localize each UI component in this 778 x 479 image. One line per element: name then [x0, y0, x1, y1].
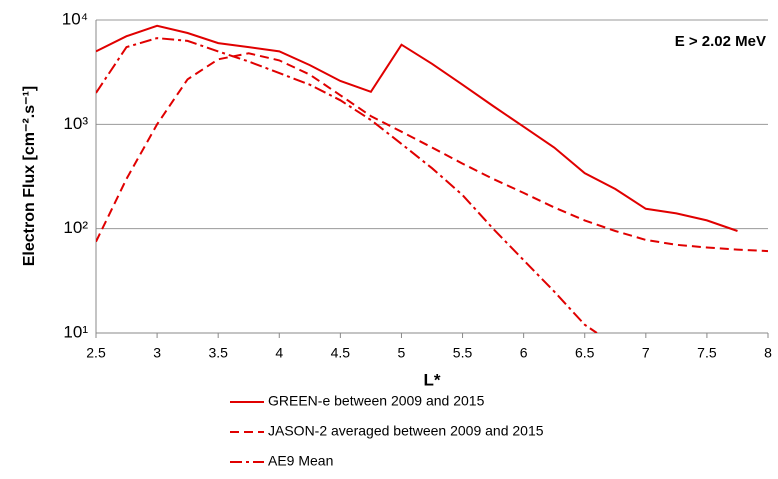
legend-label: JASON-2 averaged between 2009 and 2015: [268, 423, 544, 439]
x-tick-label: 2.5: [86, 345, 106, 361]
x-axis-label: L*: [424, 370, 441, 389]
series-line: [96, 24, 738, 232]
x-tick-label: 8: [764, 345, 772, 361]
annotation: E > 2.02 MeV: [675, 33, 766, 50]
legend-label: AE9 Mean: [268, 453, 333, 469]
y-axis-label: Electron Flux [cm⁻².s⁻¹]: [21, 86, 38, 266]
y-tick-label: 10²: [63, 218, 88, 237]
x-tick-label: 5.5: [453, 345, 473, 361]
x-tick-label: 6: [520, 345, 528, 361]
x-tick-label: 3: [153, 345, 161, 361]
x-tick-label: 7.5: [697, 345, 717, 361]
series-line: [96, 52, 768, 253]
x-tick-label: 4: [275, 345, 283, 361]
legend-label: GREEN-e between 2009 and 2015: [268, 393, 485, 409]
y-tick-label: 10³: [63, 114, 88, 133]
x-tick-label: 5: [398, 345, 406, 361]
y-tick-label: 10¹: [63, 322, 88, 341]
x-tick-label: 6.5: [575, 345, 595, 361]
x-tick-label: 4.5: [331, 345, 351, 361]
x-tick-label: 7: [642, 345, 650, 361]
x-tick-label: 3.5: [208, 345, 228, 361]
y-tick-label: 10⁴: [62, 9, 88, 28]
series-line: [96, 37, 598, 333]
